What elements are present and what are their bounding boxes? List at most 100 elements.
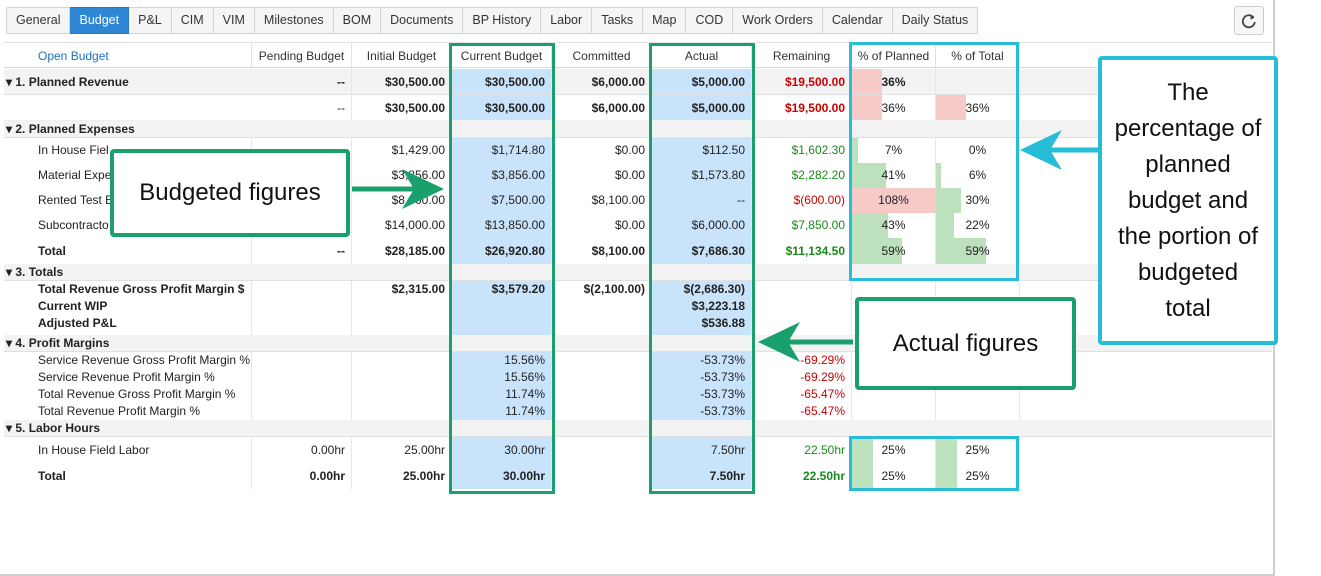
cell-current: $13,850.00 <box>452 213 552 238</box>
cell-name: In House Field Labor <box>4 437 252 463</box>
arrow-to-actual <box>758 322 853 362</box>
tab-general[interactable]: General <box>6 7 71 34</box>
group-title: 5. Labor Hours <box>15 421 101 435</box>
group-title: 2. Planned Expenses <box>15 122 135 136</box>
pct-bar <box>852 213 888 238</box>
cell-name: Service Revenue Gross Profit Margin % Se… <box>4 352 252 420</box>
group-row-totals[interactable]: ▾ 3. Totals <box>4 264 1272 281</box>
cell-pct-total: 59% <box>936 238 1020 264</box>
tab-vim[interactable]: VIM <box>213 7 255 34</box>
cell-remaining <box>752 281 852 335</box>
tab-bom[interactable]: BOM <box>333 7 382 34</box>
tab-milestones[interactable]: Milestones <box>254 7 334 34</box>
cell-pending: -- <box>252 69 352 94</box>
group-row-planned-revenue[interactable]: ▾ 1. Planned Revenue -- $30,500.00 $30,5… <box>4 69 1272 95</box>
table-row[interactable]: Total 0.00hr 25.00hr 30.00hr 7.50hr 22.50hr 25… <box>4 463 1272 489</box>
expand-arrow-icon[interactable]: ▾ <box>6 75 13 89</box>
cell-current: $3,579.20 <box>452 281 552 335</box>
cell-actual: $5,000.00 <box>652 95 752 120</box>
cell-pct-total: 22% <box>936 213 1020 238</box>
expand-arrow-icon[interactable]: ▾ <box>6 421 13 435</box>
pct-bar <box>852 95 882 120</box>
cell-current: 15.56% 15.56% 11.74% 11.74% <box>452 352 552 420</box>
cell-current: 30.00hr <box>452 463 552 489</box>
cell-actual: $1,573.80 <box>652 163 752 188</box>
tab-cod[interactable]: COD <box>686 7 734 34</box>
cell-current: $30,500.00 <box>452 69 552 94</box>
tab-documents[interactable]: Documents <box>381 7 464 34</box>
tab-cim[interactable]: CIM <box>171 7 214 34</box>
cell-pct-total: 36% <box>936 95 1020 120</box>
tab-work-orders[interactable]: Work Orders <box>733 7 823 34</box>
col-header-current[interactable]: Current Budget <box>452 43 552 69</box>
cell-pending <box>252 188 352 213</box>
cell-name: Total <box>4 463 252 489</box>
arrow-to-percent <box>1020 130 1098 170</box>
cell-actual: -- <box>652 188 752 213</box>
pct-bar <box>852 138 858 163</box>
table-row[interactable]: -- $30,500.00 $30,500.00 $6,000.00 $5,00… <box>4 95 1272 121</box>
group-title: 3. Totals <box>15 265 64 279</box>
cell-remaining: -69.29% -69.29% -65.47% -65.47% <box>752 352 852 420</box>
tab-tasks[interactable]: Tasks <box>592 7 644 34</box>
table-row[interactable]: Subcontracto $14,000.00 $13,850.00 $0.00 $6,… <box>4 213 1272 238</box>
callout-budgeted-figures: Budgeted figures <box>110 149 350 237</box>
expand-arrow-icon[interactable]: ▾ <box>6 122 13 136</box>
pct-bar <box>936 188 961 213</box>
col-header-name[interactable]: Open Budget <box>4 43 252 69</box>
col-header-pct-planned[interactable]: % of Planned <box>852 43 936 69</box>
tab-daily-status[interactable]: Daily Status <box>892 7 979 34</box>
pct-bar <box>936 437 957 463</box>
cell-pending <box>252 352 352 420</box>
col-header-pending[interactable]: Pending Budget <box>252 43 352 69</box>
group-row-labor-hours[interactable]: ▾ 5. Labor Hours <box>4 420 1272 437</box>
pct-bar <box>936 163 941 188</box>
tab-map[interactable]: Map <box>643 7 687 34</box>
cell-actual: 7.50hr <box>652 463 752 489</box>
expand-arrow-icon[interactable]: ▾ <box>6 265 13 279</box>
table-row[interactable]: In House Field Labor 0.00hr 25.00hr 30.00hr… <box>4 437 1272 463</box>
cell-actual: $112.50 <box>652 138 752 163</box>
cell-pct-total: 25% <box>936 463 1020 489</box>
col-header-pct-total[interactable]: % of Total <box>936 43 1020 69</box>
pct-bar <box>852 163 886 188</box>
cell-pct-planned: 41% <box>852 163 936 188</box>
cell-current: 30.00hr <box>452 437 552 463</box>
pct-bar <box>852 188 936 213</box>
cell-pending <box>252 281 352 335</box>
pct-bar <box>852 69 882 94</box>
pct-bar <box>936 463 957 489</box>
cell-current: $3,856.00 <box>452 163 552 188</box>
cell-pending <box>252 213 352 238</box>
group-row-planned-expenses[interactable]: ▾ 2. Planned Expenses <box>4 121 1272 138</box>
refresh-icon <box>1241 13 1256 28</box>
table-row[interactable]: Service Revenue Gross Profit Margin % Se… <box>4 352 1272 420</box>
tab-bp-history[interactable]: BP History <box>463 7 542 34</box>
cell-pending: -- <box>252 238 352 264</box>
pct-bar <box>936 213 954 238</box>
cell-pct-planned: 36% <box>852 95 936 120</box>
arrow-to-budget <box>352 169 444 209</box>
tab-labor[interactable]: Labor <box>541 7 593 34</box>
cell-actual: $5,000.00 <box>652 69 752 94</box>
cell-actual: $7,686.30 <box>652 238 752 264</box>
tab-p-l[interactable]: P&L <box>129 7 172 34</box>
cell-name: Total Revenue Gross Profit Margin $ Curr… <box>4 281 252 335</box>
cell-pct-total: 25% <box>936 437 1020 463</box>
refresh-button[interactable] <box>1234 6 1264 35</box>
tab-calendar[interactable]: Calendar <box>822 7 893 34</box>
grid-header: Open Budget Pending Budget Initial Budge… <box>4 42 1272 69</box>
cell-current: $7,500.00 <box>452 188 552 213</box>
table-row[interactable]: In House Fiel $1,429.00 $1,714.80 $0.00 $112… <box>4 138 1272 163</box>
expand-arrow-icon[interactable]: ▾ <box>6 336 13 350</box>
col-header-actual[interactable]: Actual <box>652 43 752 69</box>
cell-pending: 0.00hr <box>252 437 352 463</box>
pct-bar <box>852 238 902 264</box>
tab-budget[interactable]: Budget <box>70 7 130 34</box>
table-row[interactable]: Total Revenue Gross Profit Margin $ Curr… <box>4 281 1272 335</box>
pct-bar <box>936 238 986 264</box>
cell-pct-total: 6% <box>936 163 1020 188</box>
cell-pct-planned: 36% <box>852 69 936 94</box>
group-title: 4. Profit Margins <box>15 336 110 350</box>
